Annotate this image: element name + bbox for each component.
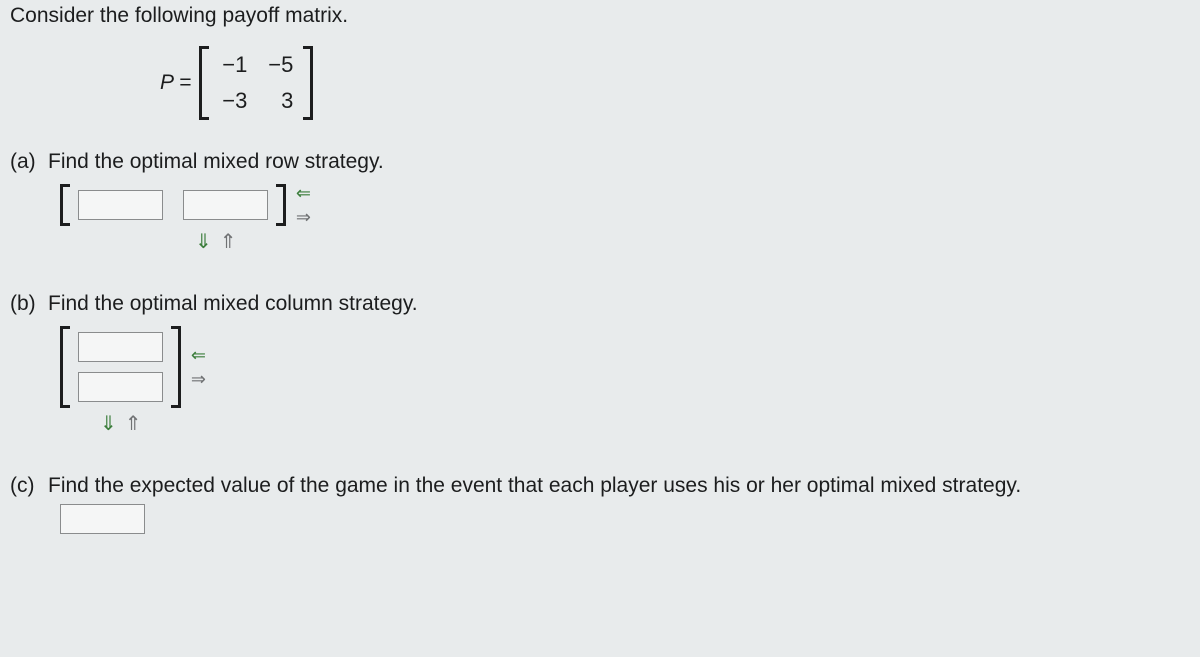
- part-b-text: Find the optimal mixed column strategy.: [48, 292, 418, 316]
- matrix-cell: −5: [265, 52, 293, 78]
- matrix-label: P =: [160, 71, 191, 95]
- arrow-right-icon[interactable]: ⇒: [296, 208, 311, 226]
- matrix-cell: −3: [219, 88, 247, 114]
- arrow-down-icon[interactable]: ⇓: [195, 232, 212, 252]
- expected-value-input[interactable]: [60, 504, 145, 534]
- arrow-down-icon[interactable]: ⇓: [100, 414, 117, 434]
- part-a-text: Find the optimal mixed row strategy.: [48, 150, 384, 174]
- arrow-right-icon[interactable]: ⇒: [191, 370, 206, 388]
- row-strategy-input-2[interactable]: [183, 190, 268, 220]
- col-strategy-input-2[interactable]: [78, 372, 163, 402]
- col-strategy-input-1[interactable]: [78, 332, 163, 362]
- height-arrows[interactable]: ⇓ ⇑: [195, 232, 1190, 252]
- part-a-label: (a): [10, 150, 48, 174]
- part-c-label: (c): [10, 474, 48, 498]
- arrow-up-icon[interactable]: ⇑: [220, 232, 237, 252]
- row-strategy-input-1[interactable]: [78, 190, 163, 220]
- matrix-cell: −1: [219, 52, 247, 78]
- part-a: (a) Find the optimal mixed row strategy.…: [10, 150, 1190, 252]
- width-arrows[interactable]: ⇐ ⇒: [191, 346, 206, 388]
- width-arrows[interactable]: ⇐ ⇒: [296, 184, 311, 226]
- bracket-left-icon: [60, 184, 70, 226]
- bracket-right-icon: [171, 326, 181, 408]
- bracket-right-icon: [303, 46, 313, 120]
- arrow-up-icon[interactable]: ⇑: [125, 414, 142, 434]
- bracket-right-icon: [276, 184, 286, 226]
- intro-text: Consider the following payoff matrix.: [10, 4, 1190, 28]
- arrow-left-icon[interactable]: ⇐: [191, 346, 206, 364]
- col-strategy-matrix: [60, 326, 181, 408]
- bracket-left-icon: [60, 326, 70, 408]
- part-c-text: Find the expected value of the game in t…: [48, 474, 1021, 498]
- matrix-cells: −1 −5 −3 3: [209, 46, 303, 120]
- row-strategy-matrix: [60, 184, 286, 226]
- part-b-label: (b): [10, 292, 48, 316]
- matrix-cell: 3: [265, 88, 293, 114]
- height-arrows[interactable]: ⇓ ⇑: [100, 414, 1190, 434]
- payoff-matrix: P = −1 −5 −3 3: [160, 46, 1190, 120]
- part-b: (b) Find the optimal mixed column strate…: [10, 292, 1190, 434]
- bracket-left-icon: [199, 46, 209, 120]
- arrow-left-icon[interactable]: ⇐: [296, 184, 311, 202]
- part-c: (c) Find the expected value of the game …: [10, 474, 1190, 534]
